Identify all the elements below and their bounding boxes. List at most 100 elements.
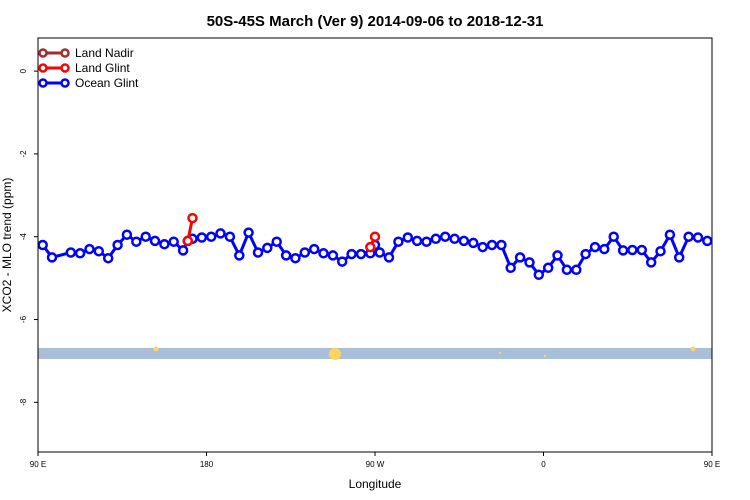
y-tick-label: 0 [19,68,28,73]
legend-marker [60,78,70,88]
legend-item: Land Glint [38,61,130,75]
ocean-glint-point [421,236,432,247]
surface-marker [329,348,341,360]
ocean-glint-point [205,231,217,242]
surface-marker [153,346,159,352]
land-glint-point [369,231,381,242]
surface-marker [498,351,502,355]
ocean-glint-point [561,264,573,276]
y-axis-label: XCO2 - MLO trend (ppm) [0,178,14,313]
land-glint-point [182,235,194,247]
legend-label: Land Glint [75,61,130,75]
ocean-glint-point [608,231,619,242]
ocean-glint-point [571,264,582,276]
ocean-glint-point [692,232,704,243]
ocean-glint-point [589,241,601,253]
y-tick-label: -8 [19,398,28,406]
ocean-glint-point [121,229,133,240]
ocean-glint-point [496,239,507,251]
x-tick-label: 180 [200,460,214,469]
ocean-glint-point [449,233,460,245]
ocean-glint-point [224,231,236,242]
ocean-glint-point [664,229,676,240]
ocean-glint-point [177,245,189,256]
chart-title: 50S-45S March (Ver 9) 2014-09-06 to 2018… [207,13,544,30]
ocean-glint-point [299,247,311,258]
ocean-glint-point [383,252,395,263]
y-tick-label: -6 [19,315,28,323]
ocean-glint-point [430,233,442,245]
ocean-glint-point [46,252,58,263]
legend-item: Land Nadir [38,46,134,60]
legend-marker [38,78,48,88]
ocean-glint-point [533,269,545,281]
ocean-glint-point [280,250,292,261]
surface-band-rect [38,348,712,359]
y-tick-label: -4 [19,233,28,241]
ocean-glint-point [645,257,657,268]
ocean-glint-point [402,232,414,243]
ocean-glint-point [74,248,86,259]
legend-label: Land Nadir [75,46,134,60]
x-tick-label: 90 W [366,460,385,469]
ocean-glint-point [486,239,498,251]
ocean-glint-point [468,237,479,249]
ocean-glint-point [683,231,694,242]
x-tick-label: 90 E [704,460,720,469]
ocean-glint-point [112,239,123,251]
land-glint-point [365,241,376,253]
ocean-glint-point [514,252,526,263]
ocean-glint-point [599,243,610,255]
ocean-glint-point [215,228,226,239]
ocean-glint-point [243,227,254,238]
ocean-glint-point [168,236,179,247]
series-layer [38,212,712,281]
ocean-glint-point [327,250,339,261]
legend-item: Ocean Glint [38,76,139,90]
ocean-glint-point [318,248,329,259]
ocean-glint-point [271,236,282,247]
ocean-glint-point [439,231,451,242]
legend-marker [38,48,48,58]
ocean-glint-point [477,241,488,253]
ocean-glint-point [346,248,357,260]
ocean-glint-point [308,243,320,255]
ocean-glint-point [627,244,638,256]
ocean-glint-point [102,252,114,264]
ocean-glint-point [655,245,666,257]
ocean-glint-point [65,247,77,258]
ocean-glint-point [355,248,367,260]
x-tick-label: 0 [541,460,546,469]
ocean-glint-point [93,245,105,257]
ocean-glint-point [411,235,423,247]
legend-marker [60,63,70,73]
ocean-glint-point [673,252,685,263]
ocean-glint-point [617,245,629,256]
ocean-glint-point [38,239,48,251]
ocean-glint-point [262,242,273,254]
ocean-glint-point [702,235,712,247]
ocean-glint-point [636,244,648,256]
ocean-glint-point [140,231,151,242]
ocean-glint-point [252,247,264,258]
legend-marker [60,48,70,58]
surface-band [38,346,712,360]
x-tick-label: 90 E [30,460,46,469]
ocean-glint-point [552,250,563,261]
ocean-glint-point [524,257,535,268]
ocean-glint-point [131,236,142,247]
ocean-glint-point [290,252,301,264]
x-axis: 90 E 180 90 W 0 90 E [30,452,720,469]
ocean-glint-point [374,247,385,258]
surface-marker [690,346,696,352]
ocean-glint-point [336,256,348,267]
ocean-glint-point [84,243,95,255]
ocean-glint-point [542,262,554,274]
ocean-glint-point [505,262,516,274]
y-axis: 0 -2 -4 -6 -8 [19,68,38,406]
y-tick-label: -2 [19,150,28,158]
land-glint-point [187,212,198,224]
legend-label: Ocean Glint [75,76,139,90]
ocean-glint-point [458,235,470,247]
